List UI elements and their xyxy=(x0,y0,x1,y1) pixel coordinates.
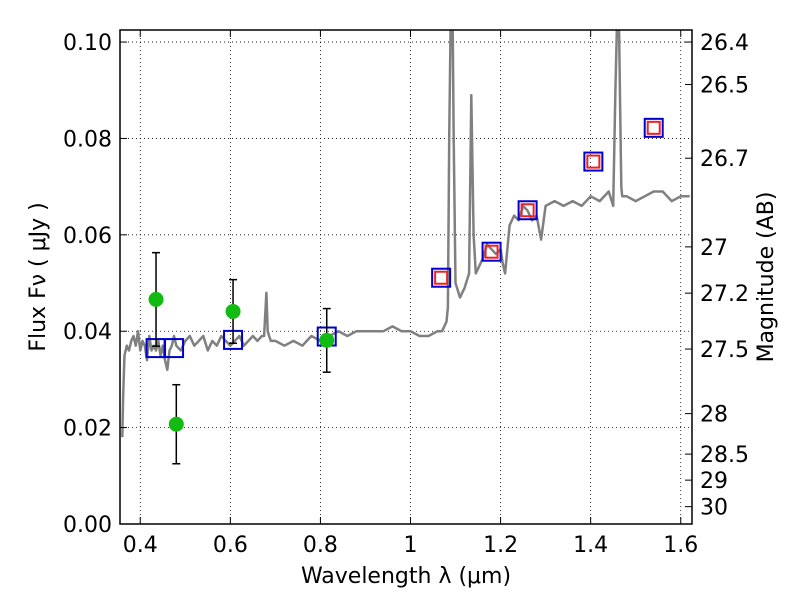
y-axis-label: Flux Fν ( μJy ) xyxy=(26,202,51,351)
model-point-blue xyxy=(517,200,538,221)
observed-point xyxy=(168,416,184,432)
right-tick-label: 28.5 xyxy=(700,443,749,468)
x-tick-label: 0.4 xyxy=(123,533,158,558)
right-tick-label: 27 xyxy=(700,236,728,261)
right-tick-label: 28 xyxy=(700,403,728,428)
model-point-red xyxy=(586,154,601,169)
x-tick-label: 1.4 xyxy=(573,533,608,558)
y-tick-label: 0.00 xyxy=(63,513,112,538)
right-tick-label: 27.2 xyxy=(700,282,749,307)
ticks: 0.4 0.6 0.8 1 1.2 1.4 1.6 0.00 0.02 0.04 0.06 0.08 0… xyxy=(63,30,749,558)
right-tick-label: 26.5 xyxy=(700,73,749,98)
right-tick-label: 30 xyxy=(700,496,728,521)
right-tick-label: 27.5 xyxy=(700,338,749,363)
observed-point xyxy=(148,291,164,307)
x-axis-label: Wavelength λ (μm) xyxy=(301,564,511,589)
plot-frame xyxy=(119,29,693,525)
y-tick-label: 0.02 xyxy=(63,417,112,442)
observed-point xyxy=(225,303,241,319)
model-point-blue xyxy=(643,117,664,138)
model-point-blue xyxy=(164,338,185,359)
x-tick-label: 0.6 xyxy=(213,533,248,558)
y-tick-label: 0.04 xyxy=(63,320,112,345)
grid xyxy=(120,30,692,525)
right-tick-label: 26.4 xyxy=(700,31,749,56)
model-point-red xyxy=(434,270,449,285)
right-tick-label: 26.7 xyxy=(700,147,749,172)
y-tick-label: 0.10 xyxy=(63,31,112,56)
observed-point xyxy=(319,332,335,348)
model-point-red xyxy=(484,244,499,259)
x-tick-label: 0.8 xyxy=(303,533,338,558)
x-tick-label: 1 xyxy=(404,533,418,558)
y-tick-label: 0.06 xyxy=(63,224,112,249)
model-point-blue xyxy=(481,241,502,262)
model-point-red xyxy=(520,203,535,218)
model-point-red xyxy=(646,120,661,135)
sed-line xyxy=(121,30,690,438)
right-tick-label: 29 xyxy=(700,469,728,494)
series xyxy=(121,30,690,465)
y-tick-label: 0.08 xyxy=(63,127,112,152)
y-axis-right-label: Magnitude (AB) xyxy=(754,192,779,363)
model-point-blue xyxy=(431,267,452,288)
x-tick-label: 1.6 xyxy=(663,533,698,558)
x-tick-label: 1.2 xyxy=(483,533,518,558)
model-point-blue xyxy=(583,151,604,172)
